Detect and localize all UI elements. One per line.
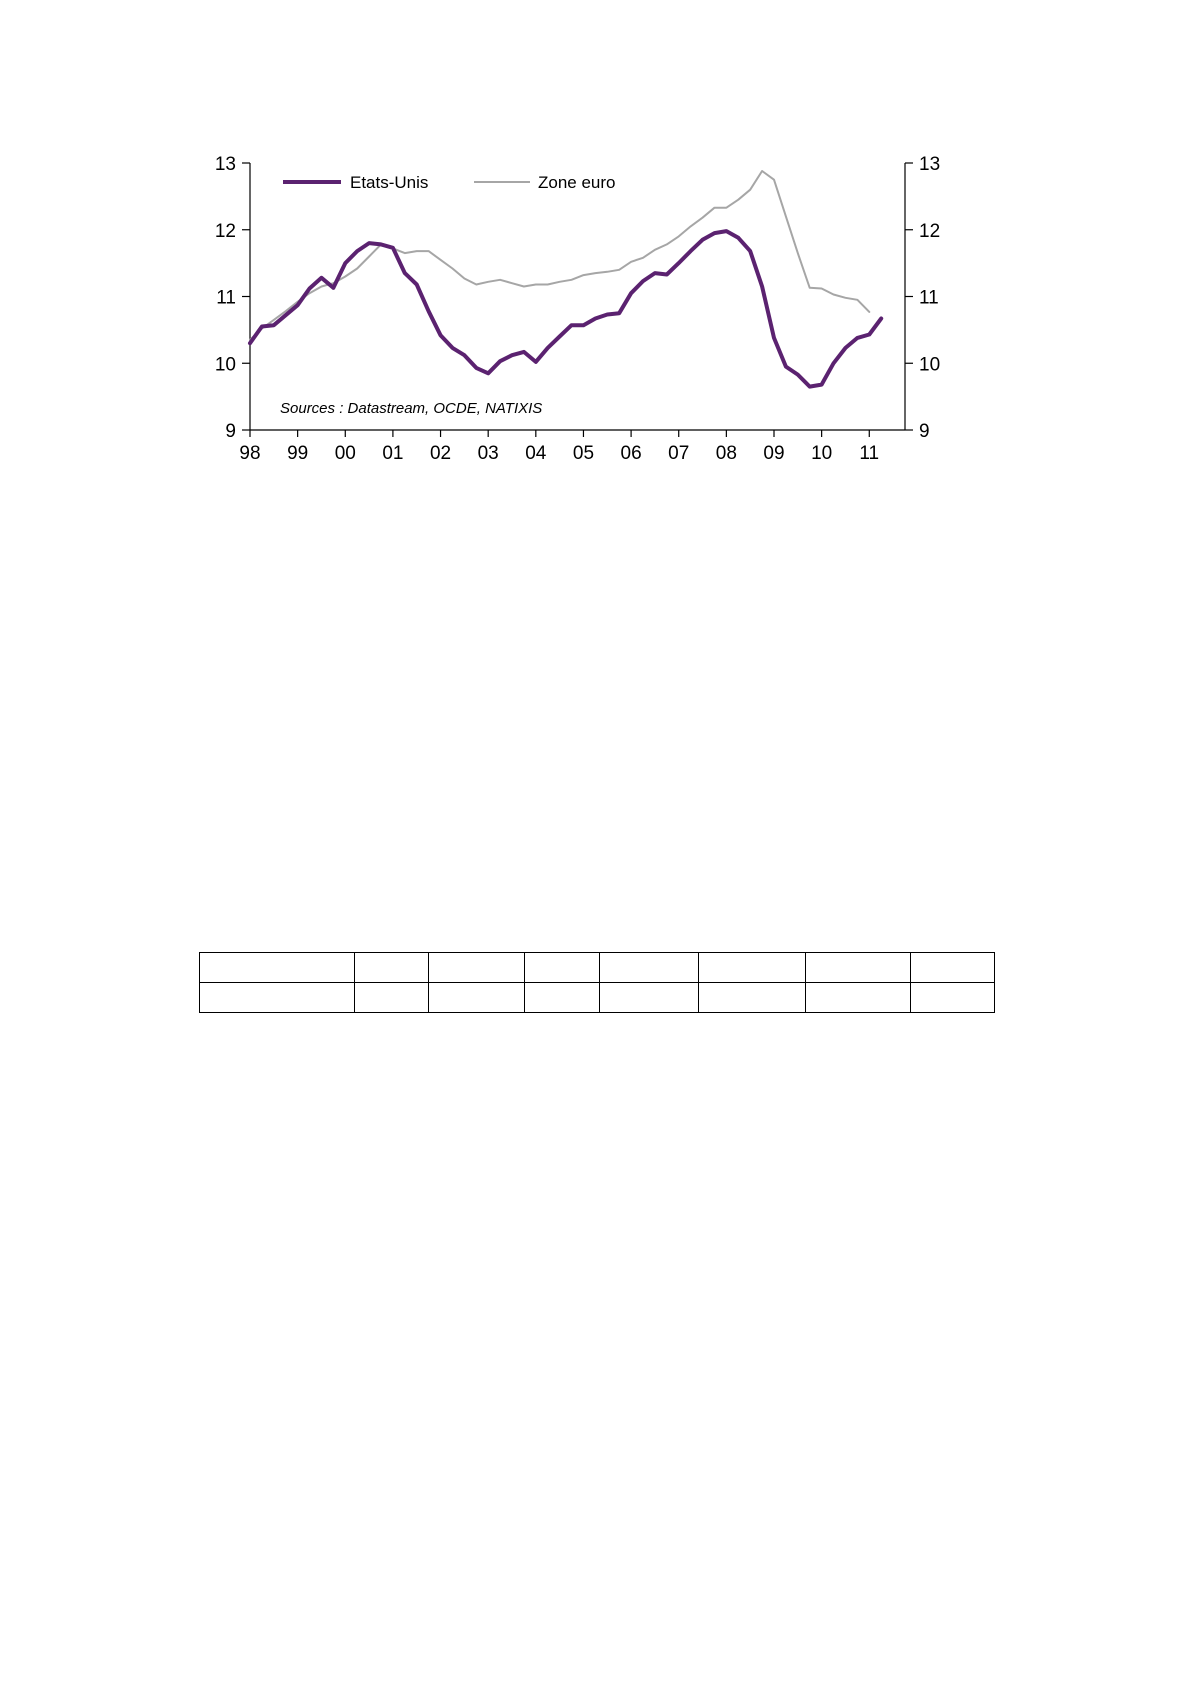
right-y-axis: 13 12 11 10 9 xyxy=(904,154,940,442)
table-cell xyxy=(599,982,699,1013)
y-tick-label-right: 12 xyxy=(919,221,940,242)
x-axis: 98 99 00 01 02 03 04 05 06 07 08 09 10 11 xyxy=(239,429,905,464)
x-tick-label: 10 xyxy=(811,443,832,464)
x-tick-label: 99 xyxy=(287,443,308,464)
table-row xyxy=(199,982,995,1013)
series-line-zone-euro xyxy=(249,170,871,341)
table-cell xyxy=(354,952,429,983)
series-line-etats-unis xyxy=(248,229,884,389)
x-tick-label: 00 xyxy=(335,443,356,464)
legend-label-etats-unis: Etats-Unis xyxy=(350,173,428,192)
y-tick-label-right: 9 xyxy=(919,421,930,442)
table-cell xyxy=(599,952,699,983)
x-tick-label: 98 xyxy=(239,443,260,464)
empty-table xyxy=(199,952,995,1013)
table-cell xyxy=(910,952,995,983)
legend-item-zone-euro: Zone euro xyxy=(474,173,616,192)
table-cell xyxy=(199,952,355,983)
x-tick-label: 05 xyxy=(573,443,594,464)
y-tick-label-left: 9 xyxy=(225,421,236,442)
x-tick-label: 02 xyxy=(430,443,451,464)
table-cell xyxy=(698,952,806,983)
table-cell xyxy=(805,982,911,1013)
table-cell xyxy=(805,952,911,983)
left-y-axis: 13 12 11 10 9 xyxy=(215,154,251,442)
x-tick-label: 03 xyxy=(478,443,499,464)
legend-item-etats-unis: Etats-Unis xyxy=(283,173,428,192)
table-cell xyxy=(428,982,525,1013)
x-tick-label: 04 xyxy=(525,443,547,464)
x-tick-label: 09 xyxy=(763,443,784,464)
table-row xyxy=(199,952,995,983)
table-cell xyxy=(698,982,806,1013)
table-cell xyxy=(354,982,429,1013)
source-note: Sources : Datastream, OCDE, NATIXIS xyxy=(280,400,542,417)
table-cell xyxy=(910,982,995,1013)
table-cell xyxy=(428,952,525,983)
y-tick-label-left: 11 xyxy=(216,288,236,309)
x-tick-label: 08 xyxy=(716,443,737,464)
y-tick-label-left: 10 xyxy=(215,354,236,375)
line-chart: 13 12 11 10 9 13 12 11 10 9 98 99 00 01 02 03 04 05 06 07… xyxy=(215,154,940,464)
y-tick-label-left: 13 xyxy=(215,154,236,175)
y-tick-label-right: 11 xyxy=(919,288,939,309)
x-tick-label: 06 xyxy=(621,443,642,464)
series-layer xyxy=(248,170,884,389)
y-tick-label-right: 10 xyxy=(919,354,940,375)
table-cell xyxy=(524,982,600,1013)
table-cell xyxy=(199,982,355,1013)
table-cell xyxy=(524,952,600,983)
legend-label-zone-euro: Zone euro xyxy=(538,173,616,192)
y-tick-label-left: 12 xyxy=(215,221,236,242)
y-tick-label-right: 13 xyxy=(919,154,940,175)
x-tick-label: 01 xyxy=(382,443,403,464)
x-tick-label: 07 xyxy=(668,443,689,464)
x-tick-label: 11 xyxy=(859,443,879,464)
legend: Etats-Unis Zone euro xyxy=(283,173,616,192)
